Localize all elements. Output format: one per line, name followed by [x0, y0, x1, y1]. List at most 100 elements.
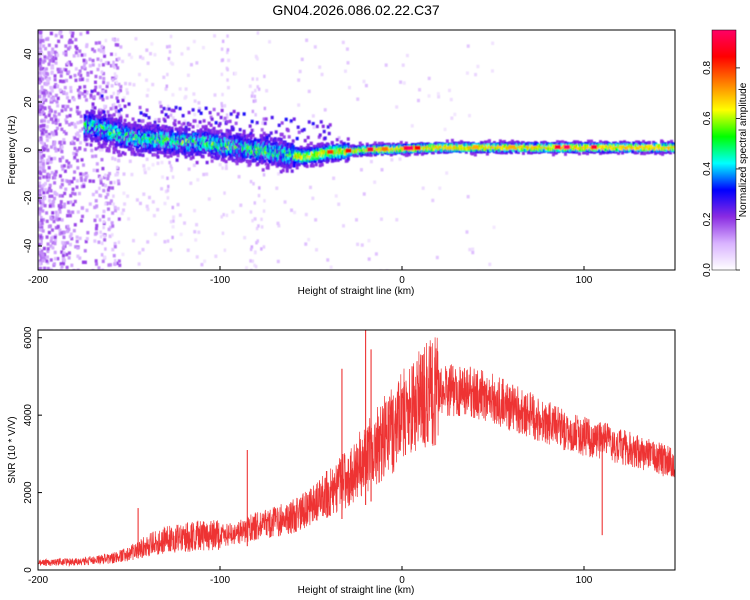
- heatmap-noise-cell: [315, 248, 319, 252]
- heatmap-noise-cell: [304, 242, 308, 246]
- heatmap-signal-cell: [145, 146, 149, 150]
- heatmap-signal-cell: [309, 164, 313, 168]
- heatmap-noise-cell: [52, 98, 56, 102]
- heatmap-signal-cell: [104, 117, 108, 122]
- heatmap-signal-cell: [181, 113, 185, 118]
- heatmap-signal-cell: [301, 150, 305, 154]
- heatmap-signal-cell: [135, 127, 139, 131]
- heatmap-noise-cell: [54, 216, 58, 221]
- heatmap-noise-cell: [146, 61, 150, 65]
- heatmap-noise-cell: [77, 95, 81, 100]
- heatmap-signal-cell: [107, 117, 111, 121]
- heatmap-signal-cell: [127, 102, 131, 106]
- heatmap-noise-cell: [220, 101, 223, 106]
- heatmap-signal-cell: [326, 143, 330, 147]
- heatmap-noise-cell: [369, 159, 373, 164]
- heatmap-noise-cell: [41, 209, 45, 213]
- heatmap-noise-cell: [104, 247, 107, 251]
- heatmap-signal-cell: [307, 120, 311, 124]
- heatmap-noise-cell: [222, 213, 225, 217]
- heatmap-noise-cell: [113, 259, 117, 263]
- heatmap-noise-cell: [46, 119, 50, 124]
- heatmap-noise-cell: [326, 258, 330, 262]
- heatmap-signal-cell: [262, 136, 266, 140]
- heatmap-noise-cell: [92, 95, 96, 99]
- heatmap-noise-cell: [60, 149, 64, 154]
- heatmap-signal-cell: [302, 152, 306, 157]
- heatmap-signal-cell: [153, 148, 157, 152]
- heatmap-noise-cell: [170, 168, 173, 172]
- heatmap-noise-cell: [93, 218, 97, 223]
- heatmap-noise-cell: [53, 250, 57, 255]
- heatmap-signal-cell: [236, 112, 240, 116]
- heatmap-noise-cell: [60, 127, 64, 132]
- heatmap-noise-cell: [67, 251, 71, 255]
- heatmap-noise-cell: [41, 91, 45, 95]
- heatmap-noise-cell: [311, 114, 315, 118]
- heatmap-noise-cell: [50, 117, 54, 121]
- heatmap-noise-cell: [66, 47, 70, 51]
- heatmap-signal-cell: [183, 151, 187, 155]
- heatmap-noise-cell: [52, 199, 56, 204]
- heatmap-signal-cell: [251, 133, 255, 138]
- heatmap-noise-cell: [194, 238, 198, 242]
- heatmap-noise-cell: [75, 239, 79, 244]
- heatmap-noise-cell: [300, 57, 304, 62]
- heatmap-noise-cell: [42, 148, 46, 152]
- heatmap-noise-cell: [122, 172, 126, 176]
- heatmap-noise-cell: [47, 53, 51, 57]
- heatmap-noise-cell: [69, 62, 73, 67]
- heatmap-signal-cell: [275, 164, 279, 168]
- heatmap-signal-cell: [127, 121, 131, 126]
- heatmap-signal-cell: [229, 112, 233, 116]
- heatmap-signal-cell: [141, 119, 145, 123]
- heatmap-signal-cell: [248, 149, 252, 153]
- heatmap-noise-cell: [58, 194, 62, 198]
- heatmap-signal-cell: [168, 127, 172, 131]
- heatmap-noise-cell: [276, 221, 280, 226]
- heatmap-noise-cell: [254, 113, 257, 117]
- heatmap-noise-cell: [45, 219, 49, 223]
- heatmap-noise-cell: [38, 57, 42, 62]
- heatmap-noise-cell: [67, 256, 71, 260]
- heatmap-noise-cell: [262, 209, 266, 213]
- heatmap-signal-cell: [208, 110, 212, 115]
- heatmap-signal-cell: [236, 135, 240, 139]
- heatmap-noise-cell: [39, 140, 43, 145]
- heatmap-signal-cell: [264, 154, 268, 159]
- heatmap-noise-cell: [65, 252, 69, 257]
- heatmap-noise-cell: [189, 63, 193, 67]
- heatmap-signal-cell: [205, 160, 209, 165]
- heatmap-noise-cell: [60, 194, 64, 198]
- heatmap-signal-cell: [308, 152, 312, 156]
- heatmap-signal-cell: [267, 133, 271, 138]
- heatmap-noise-cell: [107, 217, 111, 221]
- heatmap-noise-cell: [258, 186, 261, 190]
- heatmap-noise-cell: [402, 81, 406, 85]
- heatmap-noise-cell: [178, 87, 182, 91]
- heatmap-noise-cell: [318, 65, 322, 69]
- heatmap-signal-cell: [146, 122, 150, 126]
- heatmap-noise-cell: [89, 95, 93, 99]
- heatmap-noise-cell: [471, 247, 475, 251]
- heatmap-signal-cell: [90, 111, 94, 116]
- heatmap-noise-cell: [38, 77, 42, 81]
- heatmap-signal-cell: [125, 114, 129, 118]
- heatmap-noise-cell: [39, 128, 43, 132]
- heatmap-noise-cell: [104, 195, 108, 199]
- heatmap-signal-cell: [110, 114, 114, 118]
- heatmap-noise-cell: [346, 61, 350, 65]
- heatmap-noise-cell: [218, 162, 222, 167]
- heatmap-signal-cell: [121, 98, 125, 103]
- heatmap-signal-cell: [134, 123, 138, 128]
- heatmap-signal-cell: [302, 146, 306, 151]
- heatmap-noise-cell: [450, 116, 454, 120]
- heatmap-noise-cell: [243, 235, 247, 240]
- heatmap-noise-cell: [50, 50, 54, 55]
- heatmap-noise-cell: [95, 262, 99, 266]
- heatmap-signal-cell: [117, 109, 121, 113]
- heatmap-signal-cell: [89, 143, 93, 147]
- heatmap-noise-cell: [51, 59, 55, 63]
- heatmap-noise-cell: [43, 196, 47, 201]
- heatmap-noise-cell: [398, 157, 402, 161]
